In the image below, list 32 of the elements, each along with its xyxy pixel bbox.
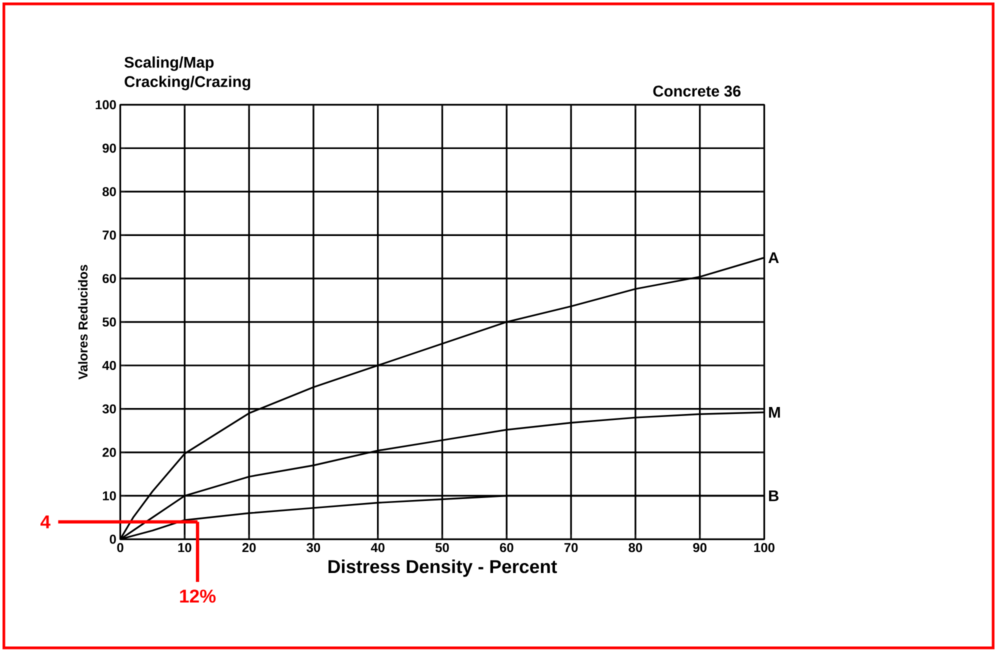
y-tick-label: 0 — [110, 534, 116, 544]
x-tick-label: 90 — [693, 543, 706, 552]
x-tick-label: 10 — [178, 543, 192, 552]
x-tick-label: 100 — [754, 543, 774, 552]
x-tick-label: 40 — [370, 543, 384, 552]
series-label: A — [768, 252, 779, 264]
y-tick-label: 70 — [102, 230, 116, 240]
x-tick-label: 70 — [564, 543, 578, 552]
x-tick-label: 30 — [306, 543, 320, 552]
x-tick-label: 0 — [117, 543, 124, 552]
chart-title: Scaling/Map — [124, 56, 214, 72]
y-tick-label: 10 — [102, 491, 116, 500]
y-tick-label: 100 — [96, 100, 116, 110]
y-tick-label: 30 — [102, 404, 116, 414]
y-tick-label: 60 — [102, 274, 116, 284]
series-label: B — [769, 490, 778, 502]
chart-subtitle: Cracking/Crazing — [124, 76, 250, 90]
y-tick-label: 90 — [102, 144, 116, 153]
x-tick-label: 20 — [242, 543, 256, 552]
annotation: 4 — [40, 516, 50, 528]
x-tick-label: 80 — [628, 543, 642, 552]
x-tick-label: 60 — [500, 543, 514, 552]
y-tick-label: 20 — [102, 448, 116, 458]
annotation: 12% — [180, 590, 216, 603]
x-axis-title: Distress Density - Percent — [328, 560, 557, 577]
x-tick-label: 50 — [435, 543, 449, 552]
y-tick-label: 40 — [102, 361, 116, 370]
y-tick-label: 80 — [102, 187, 116, 196]
y-axis-title: Valores Reducidos — [78, 265, 88, 380]
text: Concrete 36 — [653, 86, 741, 97]
y-tick-label: 50 — [102, 318, 116, 327]
series-label: M — [769, 407, 780, 418]
